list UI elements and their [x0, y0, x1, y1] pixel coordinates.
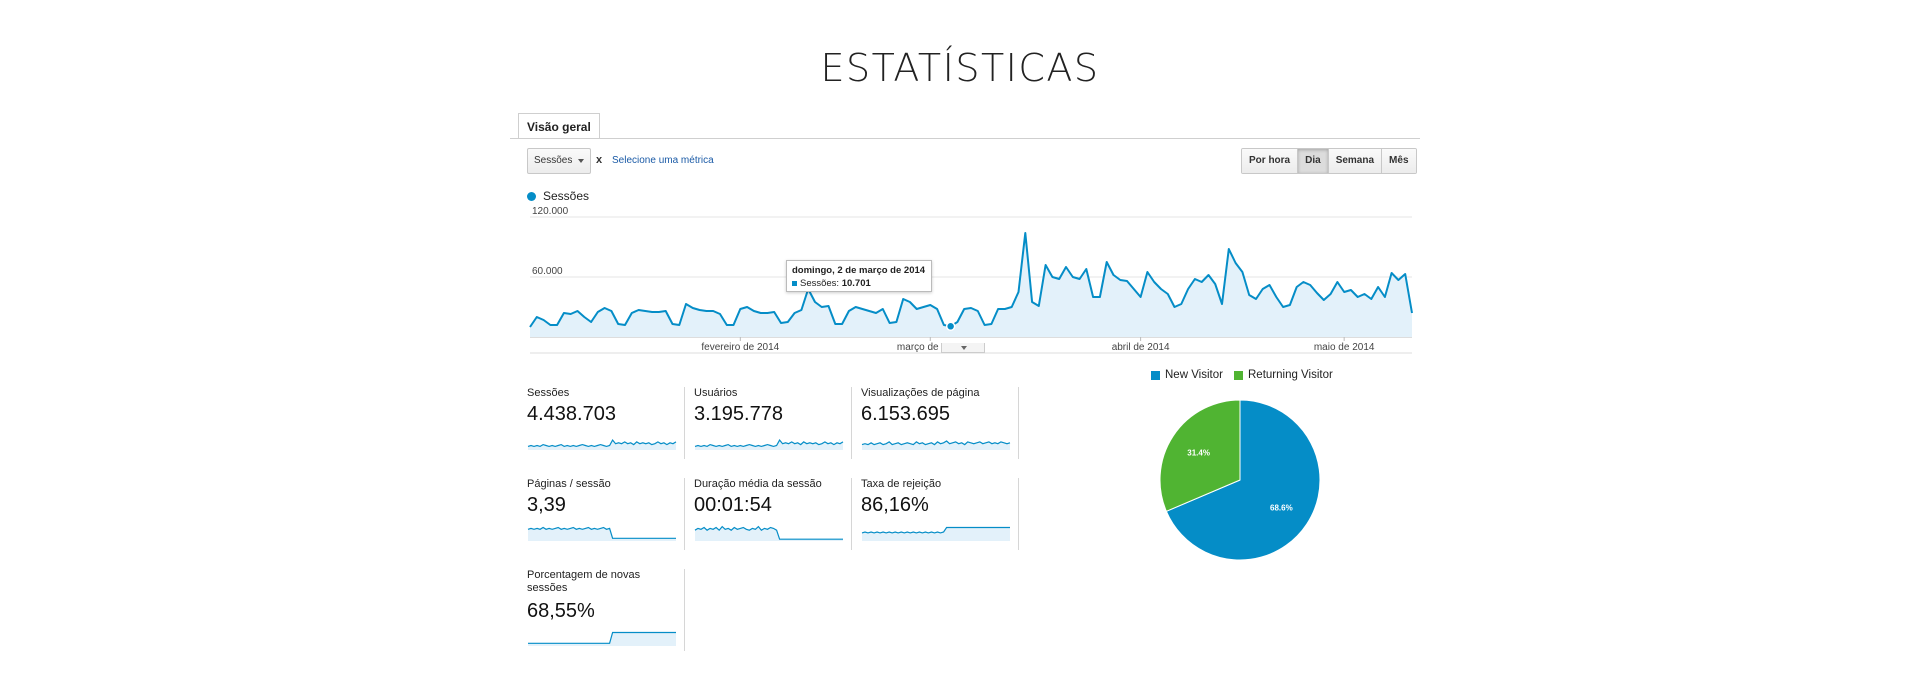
series-legend-dot — [527, 192, 536, 201]
pie-slice[interactable] — [1159, 399, 1241, 512]
pie-slice-label: 31.4% — [1187, 449, 1210, 458]
page-title: ESTATÍSTICAS — [820, 46, 1100, 90]
scorecard-label: Páginas / sessão — [527, 478, 611, 490]
tab-divider — [510, 138, 1420, 139]
scorecard-label: Duração média da sessão — [694, 478, 822, 490]
scorecard-label: Taxa de rejeição — [861, 478, 942, 490]
time-button-week[interactable]: Semana — [1328, 149, 1383, 173]
scorecard-value: 86,16% — [861, 494, 929, 516]
metric-select-value: Sessões — [534, 155, 573, 166]
sparkline-area — [528, 527, 676, 541]
pie-legend-new[interactable]: New Visitor — [1151, 369, 1223, 381]
metric-select[interactable]: Sessões — [527, 148, 591, 174]
tooltip-metric-label: Sessões: — [800, 278, 840, 289]
scorecard-value: 3,39 — [527, 494, 566, 516]
scorecard-label: Usuários — [694, 387, 738, 399]
scorecard-value: 00:01:54 — [694, 494, 772, 516]
pie-slice-label: 68.6% — [1270, 503, 1293, 512]
sparkline-line — [861, 440, 1011, 446]
x-tick-label: maio de 2014 — [1314, 342, 1375, 353]
sessions-line — [529, 232, 1413, 328]
scorecard-value: 68,55% — [527, 600, 595, 622]
scorecard-label: Porcentagem de novas sessões — [527, 569, 641, 594]
scorecard-sparkline — [861, 440, 1011, 450]
time-button-day[interactable]: Dia — [1298, 149, 1329, 173]
remove-metric-button[interactable]: x — [596, 154, 603, 166]
x-tick-label: abril de 2014 — [1112, 342, 1170, 353]
scorecard-sparkline — [694, 525, 843, 541]
scorecard-label: Visualizações de página — [861, 387, 980, 399]
tooltip-date: domingo, 2 de março de 2014 — [792, 265, 926, 276]
pie-legend-label: New Visitor — [1165, 369, 1223, 381]
tooltip-metric-value: 10.701 — [841, 278, 871, 289]
scorecard-sparkline — [694, 439, 844, 450]
time-button-hour[interactable]: Por hora — [1242, 149, 1299, 173]
time-granularity-group: Por hora Dia Semana Mês — [1241, 148, 1417, 174]
scorecard-label: Sessões — [527, 387, 570, 399]
highlight-point[interactable] — [945, 321, 956, 332]
sessions-line-chart[interactable]: 120.000 60.000 fevereiro de 2014 março de … — [520, 205, 1415, 355]
scorecard-value: 4.438.703 — [527, 403, 616, 425]
scorecard-users[interactable]: Usuários 3.195.778 — [694, 387, 852, 459]
legend-swatch — [1151, 370, 1160, 380]
scorecard-pages-per-session[interactable]: Páginas / sessão 3,39 — [527, 478, 685, 550]
tab-overview[interactable]: Visão geral — [518, 113, 600, 139]
scorecard-sparkline — [861, 526, 1010, 541]
scorecard-sessions[interactable]: Sessões 4.438.703 — [527, 387, 685, 459]
scorecard-avg-session-duration[interactable]: Duração média da sessão 00:01:54 — [694, 478, 852, 550]
pie-slice[interactable] — [1165, 399, 1321, 561]
scorecard-new-sessions[interactable]: Porcentagem de novas sessões 68,55% — [527, 569, 685, 651]
x-tick-label: fevereiro de 2014 — [701, 342, 779, 353]
sparkline-line — [694, 525, 843, 540]
sparkline-line — [861, 526, 1010, 534]
series-legend-label: Sessões — [543, 189, 590, 203]
y-tick-label: 120.000 — [532, 206, 569, 217]
scorecard-sparkline — [527, 439, 677, 450]
chevron-down-icon — [578, 159, 584, 163]
scorecard-value: 6.153.695 — [861, 403, 950, 425]
tooltip-metric-row: Sessões: 10.701 — [792, 277, 926, 290]
chevron-down-icon — [961, 346, 967, 350]
visitor-type-pie-chart[interactable]: 68.6% 31.4% — [1155, 395, 1325, 565]
add-metric-link[interactable]: Selecione uma métrica — [612, 155, 714, 166]
scorecard-pageviews[interactable]: Visualizações de página 6.153.695 — [861, 387, 1019, 459]
sparkline-line — [694, 439, 844, 448]
scorecard-sparkline — [528, 631, 676, 646]
pie-legend-label: Returning Visitor — [1248, 369, 1333, 381]
sparkline-line — [527, 526, 676, 539]
x-tick-label: março de 2014 — [897, 342, 964, 353]
scorecard-sparkline — [527, 526, 676, 541]
sparkline-area — [862, 441, 1010, 450]
sparkline-line — [528, 631, 676, 644]
tooltip-series-swatch — [792, 280, 797, 286]
sessions-area — [530, 233, 1412, 337]
chart-tooltip: domingo, 2 de março de 2014 Sessões: 10.… — [786, 260, 932, 292]
pie-legend-returning[interactable]: Returning Visitor — [1234, 369, 1333, 381]
scorecard-value: 3.195.778 — [694, 403, 783, 425]
time-button-month[interactable]: Mês — [1382, 149, 1416, 173]
legend-swatch — [1234, 370, 1243, 380]
chart-expand-handle[interactable] — [941, 343, 985, 353]
sparkline-area — [528, 632, 676, 646]
sparkline-area — [862, 527, 1010, 541]
sparkline-line — [527, 439, 677, 448]
y-tick-label: 60.000 — [532, 266, 563, 277]
scorecard-bounce-rate[interactable]: Taxa de rejeição 86,16% — [861, 478, 1019, 550]
